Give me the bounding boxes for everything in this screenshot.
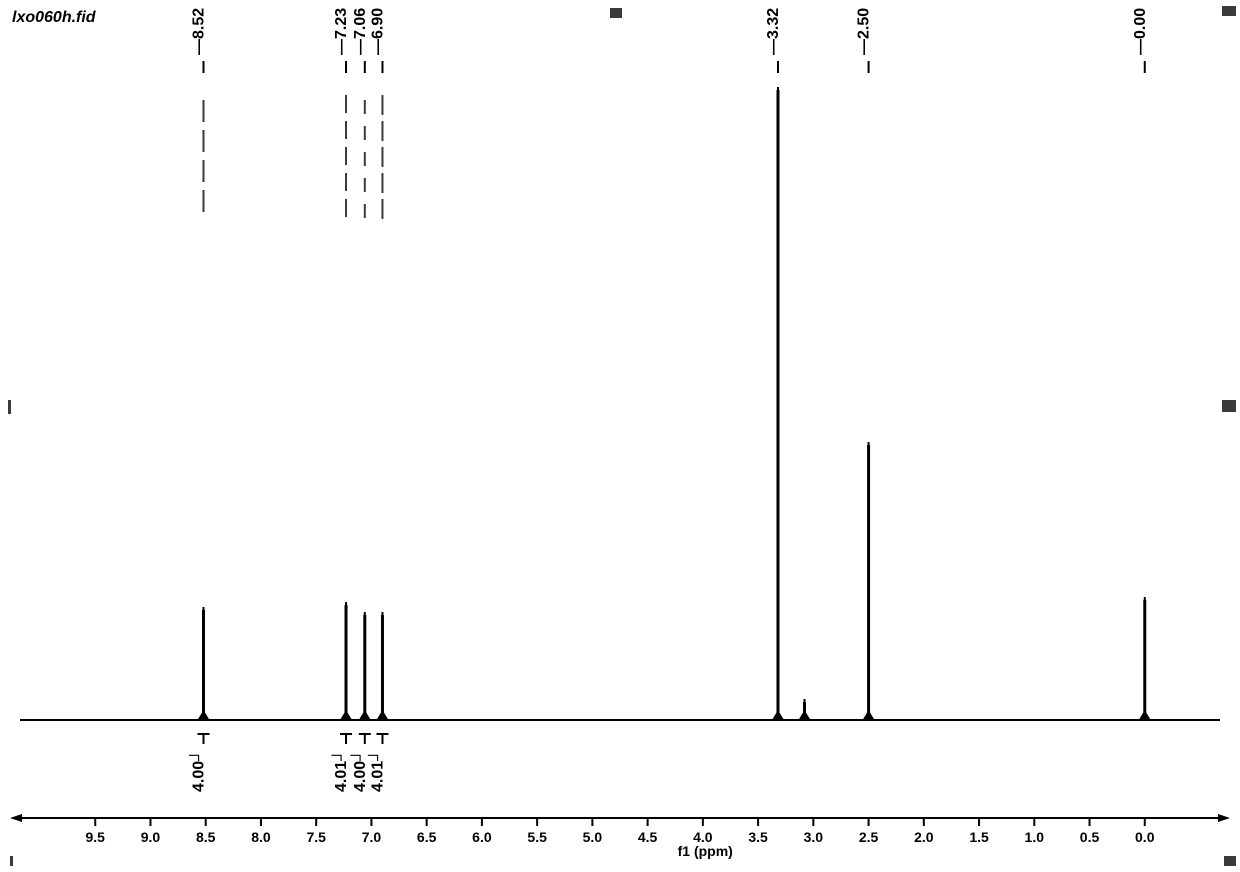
peak	[363, 615, 366, 720]
x-tick-label: 3.0	[804, 829, 824, 845]
x-tick-label: 6.0	[472, 829, 492, 845]
artifact-box	[610, 8, 622, 18]
x-tick-label: 5.0	[583, 829, 603, 845]
peak	[202, 610, 205, 720]
integral-label: 4.00┘	[189, 750, 208, 792]
x-tick-label: 2.5	[859, 829, 879, 845]
x-tick-label: 6.5	[417, 829, 437, 845]
spectrum-title: lxo060h.fid	[12, 9, 97, 26]
artifact-tick	[10, 856, 13, 866]
peak	[1143, 600, 1146, 720]
peak	[776, 90, 779, 720]
peak-label: —8.52	[191, 8, 208, 55]
peak-label: —0.00	[1132, 8, 1149, 55]
nmr-spectrum-chart: lxo060h.fid —8.52 —7.23—7.06—6.90 —3.32 —2.5…	[0, 0, 1240, 872]
integral-label: 4.01┘	[367, 750, 386, 792]
x-tick-label: 7.5	[306, 829, 326, 845]
artifact-box	[1222, 400, 1236, 412]
x-tick-label: 9.0	[141, 829, 161, 845]
peak	[381, 615, 384, 720]
x-tick-label: 0.5	[1080, 829, 1100, 845]
x-tick-label: 9.5	[86, 829, 106, 845]
peak-label: —6.90	[369, 8, 386, 55]
x-tick-label: 8.0	[251, 829, 271, 845]
x-tick-label: 1.0	[1025, 829, 1045, 845]
x-tick-label: 3.5	[748, 829, 768, 845]
artifact-box	[1222, 6, 1236, 16]
x-tick-label: 2.0	[914, 829, 934, 845]
integral-label: 4.00┘	[350, 750, 369, 792]
peak	[345, 605, 348, 720]
peak-label: —2.50	[856, 8, 873, 55]
x-tick-label: 8.5	[196, 829, 216, 845]
peak-label: —7.06	[352, 8, 369, 55]
artifact-box	[1224, 856, 1236, 866]
peak-label: —3.32	[765, 8, 782, 55]
peak	[867, 445, 870, 720]
x-tick-label: 5.5	[527, 829, 547, 845]
x-tick-label: 7.0	[362, 829, 382, 845]
artifact-tick	[8, 400, 11, 414]
x-axis-title: f1 (ppm)	[678, 843, 733, 859]
x-tick-label: 1.5	[969, 829, 989, 845]
peak-label: —7.23	[333, 8, 350, 55]
x-tick-label: 0.0	[1135, 829, 1155, 845]
integral-label: 4.01┘	[331, 750, 350, 792]
x-tick-label: 4.5	[638, 829, 658, 845]
